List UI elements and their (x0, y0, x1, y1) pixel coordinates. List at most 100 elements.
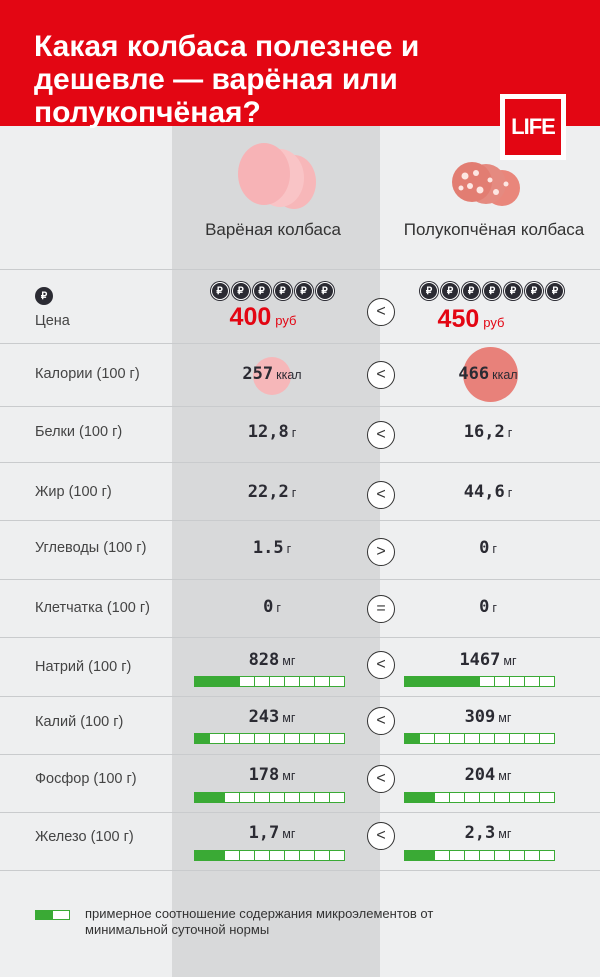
bar-segment (314, 733, 330, 744)
bar-segment (464, 792, 480, 803)
bar-segment (314, 792, 330, 803)
row-divider (0, 870, 600, 871)
value-number: 2,3 (464, 823, 496, 843)
bar-segment (449, 850, 465, 861)
price-unit: руб (483, 315, 505, 330)
boiled-column-highlight (172, 126, 380, 977)
value-unit: мг (498, 827, 512, 841)
bar-segment (299, 850, 315, 861)
value-number: 309 (464, 707, 496, 727)
value-unit: г (492, 542, 497, 556)
bar-segment (194, 733, 210, 744)
bar-segment (419, 850, 435, 861)
row-divider (0, 637, 600, 638)
row-label: Калий (100 г) (35, 714, 124, 730)
bar-segment (209, 676, 225, 687)
bar-segment (224, 733, 240, 744)
bar-segment (329, 850, 345, 861)
ruble-coin-icon: ₽ (231, 282, 250, 300)
row-divider (0, 696, 600, 697)
row-divider (0, 462, 600, 463)
ruble-coin-icon: ₽ (546, 282, 564, 300)
row-divider (0, 269, 600, 270)
value-boiled: 257 ккал (172, 364, 372, 384)
value-number: 204 (464, 765, 496, 785)
value-number: 828 (248, 650, 280, 670)
price-unit: руб (275, 313, 297, 328)
value-number: 1,7 (248, 823, 280, 843)
bar-segment (524, 676, 540, 687)
bar-segment (404, 850, 420, 861)
bar-segment (509, 850, 525, 861)
value-boiled: 243 мг (172, 707, 372, 727)
value-unit: г (507, 486, 513, 500)
value-number: 257 (242, 364, 274, 384)
bar-segment (524, 792, 540, 803)
bar-segment (449, 792, 465, 803)
bar-segment (434, 850, 450, 861)
value-unit: мг (498, 769, 512, 783)
ruble-coin-icon: ₽ (252, 282, 271, 300)
value-number: 466 (458, 364, 490, 384)
bar-segment (269, 792, 285, 803)
row-label: Клетчатка (100 г) (35, 600, 150, 616)
bar-segment (209, 733, 225, 744)
ruble-coin-icon: ₽ (420, 282, 438, 300)
bar-segment (239, 676, 255, 687)
value-unit: г (276, 601, 281, 615)
value-number: 12,8 (247, 422, 289, 442)
bar-segment (329, 792, 345, 803)
compare-sign: < (367, 421, 395, 449)
value-smoked: 204 мг (388, 765, 588, 785)
bar-segment (239, 792, 255, 803)
bar-segment (224, 850, 240, 861)
row-label: Жир (100 г) (35, 484, 112, 500)
compare-sign: < (367, 822, 395, 850)
ruble-coin-icon: ₽ (483, 282, 501, 300)
ruble-icon: ₽ (35, 287, 53, 305)
value-unit: ккал (492, 368, 518, 382)
calorie-circle-boiled (253, 357, 291, 395)
bar-segment (524, 733, 540, 744)
bar-segment (404, 676, 420, 687)
ruble-coin-icon: ₽ (210, 282, 229, 300)
bar-segment (434, 792, 450, 803)
ruble-coin-icon: ₽ (525, 282, 543, 300)
life-logo: LIFE (500, 94, 566, 160)
micro-bar-smoked (404, 792, 555, 803)
bar-segment (269, 676, 285, 687)
bar-segment (239, 733, 255, 744)
bar-segment (419, 792, 435, 803)
price-boiled: 400 руб (163, 303, 363, 332)
value-unit: г (291, 426, 297, 440)
compare-sign: < (367, 481, 395, 509)
price-value-boiled: 400 (229, 303, 272, 331)
bar-segment (479, 676, 495, 687)
micro-bar-smoked (404, 850, 555, 861)
bar-segment (224, 792, 240, 803)
value-boiled: 22,2 г (172, 482, 372, 502)
legend-text: примерное соотношение содержания микроэл… (85, 906, 434, 937)
ruble-coin-icon: ₽ (441, 282, 459, 300)
bar-segment (494, 792, 510, 803)
bar-segment (434, 676, 450, 687)
price-coins-boiled: ₽ ₽ ₽ ₽ ₽ ₽ (172, 282, 372, 300)
bar-segment (299, 733, 315, 744)
smoked-sausage-icon (452, 162, 520, 206)
micro-bar-smoked (404, 676, 555, 687)
bar-segment (494, 850, 510, 861)
value-unit: ккал (276, 368, 302, 382)
bar-segment (284, 850, 300, 861)
value-smoked: 309 мг (388, 707, 588, 727)
bar-segment (524, 850, 540, 861)
bar-segment (284, 733, 300, 744)
row-divider (0, 520, 600, 521)
bar-segment (464, 733, 480, 744)
bar-segment (314, 850, 330, 861)
row-label: Железо (100 г) (35, 829, 134, 845)
bar-segment (464, 850, 480, 861)
bar-segment (494, 676, 510, 687)
bar-segment (209, 850, 225, 861)
bar-segment (404, 792, 420, 803)
